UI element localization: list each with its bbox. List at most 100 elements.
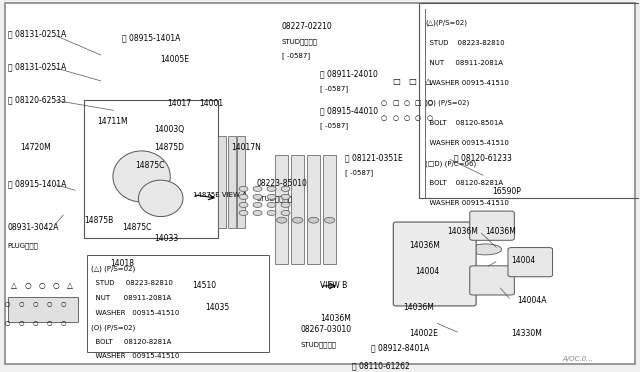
Text: ○: ○ <box>25 281 31 291</box>
Text: 14004: 14004 <box>415 267 440 276</box>
Text: 14875E VIEW A: 14875E VIEW A <box>193 192 246 198</box>
Ellipse shape <box>470 273 502 284</box>
Circle shape <box>308 217 319 223</box>
Text: Ⓑ 08131-0251A: Ⓑ 08131-0251A <box>8 30 66 39</box>
Circle shape <box>239 202 248 208</box>
Text: NUT      08911-2081A: NUT 08911-2081A <box>91 295 171 301</box>
Text: ○: ○ <box>61 320 67 325</box>
Circle shape <box>292 217 303 223</box>
Text: 14036M: 14036M <box>409 241 440 250</box>
Text: ○: ○ <box>5 320 10 325</box>
Circle shape <box>239 211 248 215</box>
Bar <box>419 3 639 198</box>
Text: 14720M: 14720M <box>20 143 51 152</box>
Text: Ⓑ 08915-1401A: Ⓑ 08915-1401A <box>8 179 66 188</box>
Text: ○: ○ <box>53 281 60 291</box>
Text: 14036M: 14036M <box>486 227 516 236</box>
Text: BOLT    08120-8281A: BOLT 08120-8281A <box>425 180 503 186</box>
Text: BOLT    08120-8501A: BOLT 08120-8501A <box>425 120 503 126</box>
Circle shape <box>281 186 290 192</box>
Text: ○: ○ <box>19 302 24 307</box>
Circle shape <box>324 217 335 223</box>
Text: VIEW B: VIEW B <box>320 281 348 291</box>
Text: ○: ○ <box>426 100 433 106</box>
FancyBboxPatch shape <box>508 248 552 277</box>
Text: △: △ <box>11 281 17 291</box>
Text: (O) (P/S=02): (O) (P/S=02) <box>425 100 469 106</box>
Text: Ⓝ 08911-24010: Ⓝ 08911-24010 <box>320 70 378 79</box>
Text: 14875B: 14875B <box>84 216 113 225</box>
Text: [ -0587]: [ -0587] <box>282 53 310 60</box>
Text: 14004: 14004 <box>511 256 536 265</box>
Text: Ⓝ 08912-8401A: Ⓝ 08912-8401A <box>371 343 429 352</box>
Text: A/OC.0...: A/OC.0... <box>562 356 593 362</box>
Circle shape <box>239 186 248 192</box>
Text: 14875C: 14875C <box>122 223 152 232</box>
Bar <box>84 100 218 238</box>
Bar <box>8 297 78 323</box>
FancyBboxPatch shape <box>394 222 476 306</box>
Text: □: □ <box>415 100 422 106</box>
Text: PLUGプラグ: PLUGプラグ <box>8 243 38 249</box>
Text: STUD     08223-82810: STUD 08223-82810 <box>91 280 172 286</box>
Text: ○: ○ <box>33 320 38 325</box>
Text: 14510: 14510 <box>193 281 217 291</box>
Text: WASHER 00915-41510: WASHER 00915-41510 <box>425 80 509 86</box>
Text: STUD    08223-82810: STUD 08223-82810 <box>425 40 505 46</box>
Text: Ⓑ 08120-61233: Ⓑ 08120-61233 <box>454 154 512 163</box>
FancyBboxPatch shape <box>470 211 515 240</box>
Text: 14003Q: 14003Q <box>154 125 184 134</box>
Text: (△) (P/S=02): (△) (P/S=02) <box>91 266 135 272</box>
Text: NUT     08911-2081A: NUT 08911-2081A <box>425 60 503 66</box>
Text: 16590P: 16590P <box>492 186 521 196</box>
Text: 14002E: 14002E <box>409 329 438 338</box>
Text: ○: ○ <box>5 302 10 307</box>
Text: ○: ○ <box>381 100 387 106</box>
Text: 14036M: 14036M <box>320 314 351 323</box>
Ellipse shape <box>138 180 183 217</box>
Circle shape <box>239 194 248 199</box>
Text: BOLT     08120-8281A: BOLT 08120-8281A <box>91 339 171 345</box>
Circle shape <box>281 194 290 199</box>
Text: WASHER 00915-41510: WASHER 00915-41510 <box>425 140 509 146</box>
Ellipse shape <box>470 244 502 255</box>
Text: Ⓜ 08915-1401A: Ⓜ 08915-1401A <box>122 33 181 42</box>
Text: ○: ○ <box>33 302 38 307</box>
Text: □: □ <box>392 100 399 106</box>
Circle shape <box>267 194 276 199</box>
Text: 08931-3042A: 08931-3042A <box>8 223 60 232</box>
Text: 14005E: 14005E <box>161 55 189 64</box>
Text: 14017: 14017 <box>167 99 191 108</box>
Bar <box>237 136 246 228</box>
FancyBboxPatch shape <box>470 266 515 295</box>
Text: 14330M: 14330M <box>511 329 542 338</box>
Text: WASHER 00915-41510: WASHER 00915-41510 <box>425 200 509 206</box>
Bar <box>275 155 288 264</box>
Text: ○: ○ <box>415 115 421 121</box>
Text: [ -0587]: [ -0587] <box>320 86 348 92</box>
Bar <box>88 255 269 352</box>
Text: Ⓑ 08110-61262: Ⓑ 08110-61262 <box>352 362 410 371</box>
Text: (□D) (P/C=06): (□D) (P/C=06) <box>425 160 476 167</box>
Circle shape <box>281 211 290 215</box>
Text: 14035: 14035 <box>205 303 230 312</box>
Text: □: □ <box>392 77 401 86</box>
Text: ○: ○ <box>47 302 52 307</box>
Text: ○: ○ <box>426 115 433 121</box>
Text: ○: ○ <box>61 302 67 307</box>
Ellipse shape <box>444 259 476 269</box>
Text: 14036M: 14036M <box>403 303 434 312</box>
Circle shape <box>253 211 262 215</box>
Text: 08227-02210: 08227-02210 <box>282 22 333 31</box>
Bar <box>218 136 227 228</box>
Text: WASHER   00915-41510: WASHER 00915-41510 <box>91 353 179 359</box>
Text: Ⓑ 08121-0351E: Ⓑ 08121-0351E <box>346 154 403 163</box>
Circle shape <box>267 186 276 192</box>
Text: STUDスタッド: STUDスタッド <box>256 195 292 202</box>
Ellipse shape <box>444 288 476 299</box>
Text: 14018: 14018 <box>109 260 134 269</box>
Text: [ -0587]: [ -0587] <box>320 122 348 129</box>
Text: 14004A: 14004A <box>518 296 547 305</box>
Text: [ -0587]: [ -0587] <box>346 169 374 176</box>
Circle shape <box>267 211 276 215</box>
